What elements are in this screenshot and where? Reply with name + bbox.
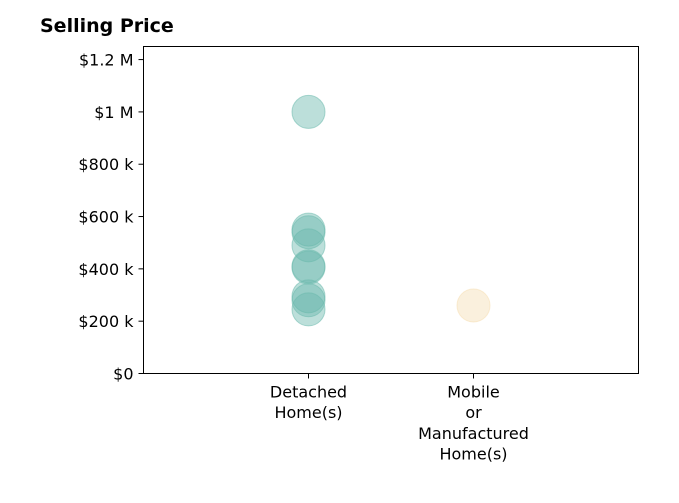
x-tick-label-line: Detached (270, 383, 347, 402)
x-tick-label-line: Manufactured (418, 424, 529, 443)
data-point (456, 288, 491, 323)
y-tick-label-0: $0 (113, 365, 133, 384)
y-tick-label-3: $600 k (78, 208, 134, 227)
y-axis: $0 $200 k $400 k $600 k $800 k $1 M $1.2 M (78, 51, 144, 384)
x-tick-label-1: Mobile or Manufactured Home(s) (418, 383, 529, 464)
x-tick-label-line: Home(s) (274, 403, 342, 422)
y-tick-label-4: $800 k (78, 155, 134, 174)
data-point (291, 283, 326, 318)
y-tick-label-1: $200 k (78, 312, 134, 331)
data-point (291, 250, 326, 285)
y-tick-label-2: $400 k (78, 260, 134, 279)
y-tick-label-5: $1 M (94, 103, 133, 122)
plot-frame (143, 46, 639, 374)
x-tick-label-line: Home(s) (439, 445, 507, 464)
y-tick-label-6: $1.2 M (79, 51, 134, 70)
chart-title: Selling Price (40, 15, 174, 37)
data-point (291, 215, 326, 250)
data-point (291, 292, 326, 327)
x-tick-label-line: or (465, 403, 482, 422)
x-tick-label-line: Mobile (447, 383, 499, 402)
x-axis: Detached Home(s)Mobile or Manufactured Home(… (270, 373, 529, 464)
points-layer (291, 94, 491, 327)
x-tick-label-0: Detached Home(s) (270, 383, 347, 423)
data-point (291, 94, 326, 129)
